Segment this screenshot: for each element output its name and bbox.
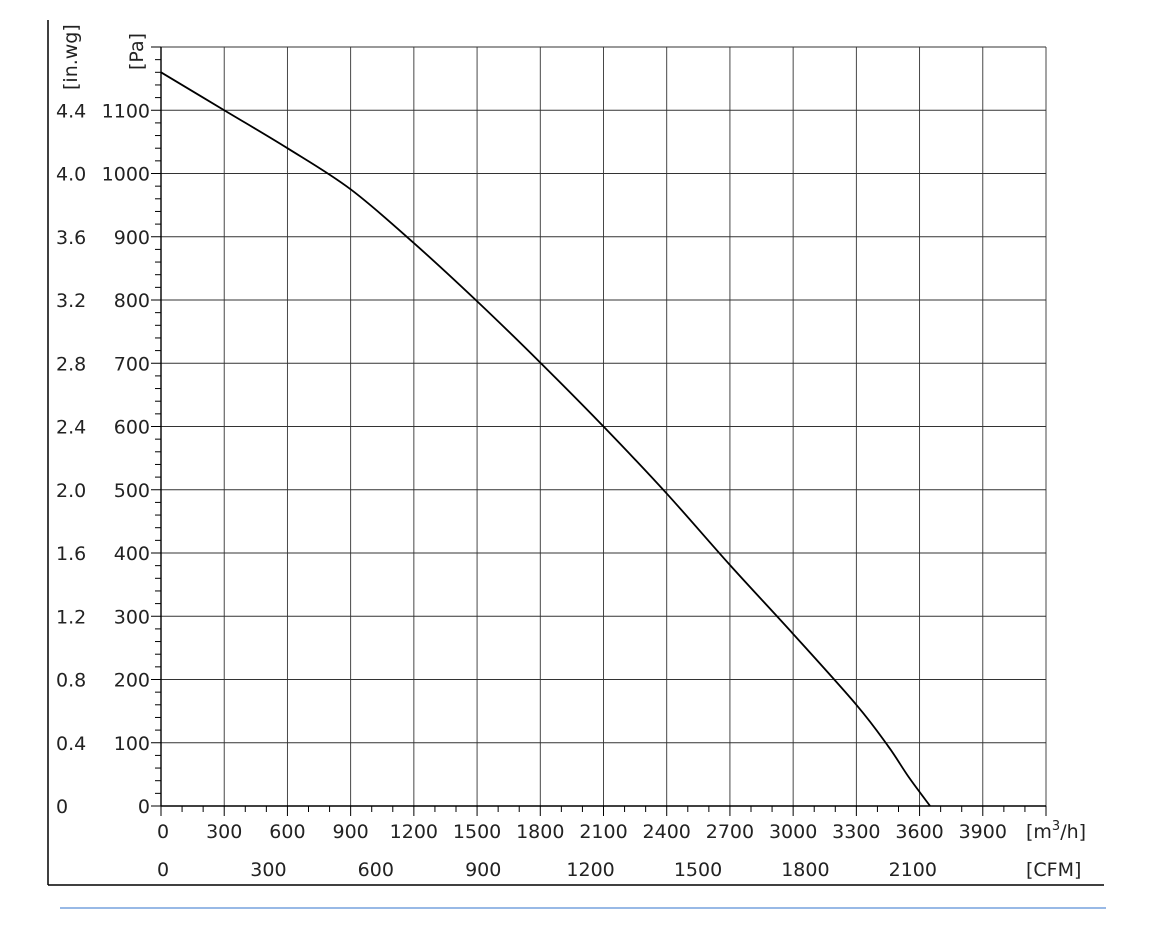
- y2-tick-label: 4.0: [56, 164, 86, 186]
- x-unit-base: [m: [1026, 821, 1052, 843]
- series-line: [160, 71, 931, 807]
- y-tick-label: 800: [114, 290, 150, 312]
- y2-tick-label: 1.6: [56, 543, 86, 565]
- y-tick-label: 1000: [102, 164, 150, 186]
- x-tick-label: 3600: [895, 821, 943, 843]
- x-tick-label: 2100: [579, 821, 627, 843]
- grid: [160, 46, 1047, 807]
- x-tick-label: 2400: [643, 821, 691, 843]
- x2-tick-label: 300: [250, 859, 286, 881]
- x2-tick-label: 600: [358, 859, 394, 881]
- x-tick-label: 2700: [706, 821, 754, 843]
- x-tick-label: 3300: [832, 821, 880, 843]
- x2-tick-label: 1800: [781, 859, 829, 881]
- x2-tick-label: 2100: [889, 859, 937, 881]
- y2-tick-label: 4.4: [56, 100, 86, 122]
- y-tick-label: 600: [114, 417, 150, 439]
- x2-unit-label: [CFM]: [1026, 859, 1081, 881]
- minor-ticks: [151, 46, 1047, 816]
- tick-labels: 0 100 200 300 400 500 600 700 800 900 1000 1100 0 0.4…: [56, 100, 1007, 881]
- y2-unit-label: [in.wg]: [60, 24, 82, 90]
- x-tick-label: 1800: [516, 821, 564, 843]
- x-unit-tail: /h]: [1060, 821, 1086, 843]
- y-tick-label: 200: [114, 670, 150, 692]
- y2-tick-label: 3.6: [56, 227, 86, 249]
- x-tick-label: 0: [157, 821, 169, 843]
- y-tick-label: 900: [114, 227, 150, 249]
- x-tick-label: 1500: [453, 821, 501, 843]
- y2-tick-label: 2.0: [56, 480, 86, 502]
- y2-tick-label: 2.4: [56, 417, 86, 439]
- y-unit-label: [Pa]: [126, 33, 148, 70]
- y2-tick-label: 3.2: [56, 290, 86, 312]
- y-tick-label: 1100: [102, 100, 150, 122]
- y-tick-label: 400: [114, 543, 150, 565]
- x2-tick-label: 1200: [566, 859, 614, 881]
- x-tick-label: 3000: [769, 821, 817, 843]
- y2-tick-label: 0.4: [56, 733, 86, 755]
- y2-tick-label: 2.8: [56, 353, 86, 375]
- y2-tick-label: 0.8: [56, 670, 86, 692]
- x-tick-label: 1200: [390, 821, 438, 843]
- y-tick-label: 100: [114, 733, 150, 755]
- x-tick-label: 900: [333, 821, 369, 843]
- y-tick-label: 700: [114, 353, 150, 375]
- x-tick-label: 300: [206, 821, 242, 843]
- y-tick-label: 300: [114, 606, 150, 628]
- x-unit-label: [m3/h]: [1026, 819, 1086, 843]
- y2-tick-label: 1.2: [56, 606, 86, 628]
- x-unit-sup: 3: [1052, 819, 1060, 834]
- y-tick-label: 0: [138, 796, 150, 818]
- y2-tick-label: 0: [56, 796, 68, 818]
- x2-tick-label: 0: [157, 859, 169, 881]
- y-tick-label: 500: [114, 480, 150, 502]
- x-tick-label: 3900: [959, 821, 1007, 843]
- axes: [160, 47, 1046, 807]
- x2-tick-label: 900: [465, 859, 501, 881]
- x-tick-label: 600: [269, 821, 305, 843]
- x2-tick-label: 1500: [674, 859, 722, 881]
